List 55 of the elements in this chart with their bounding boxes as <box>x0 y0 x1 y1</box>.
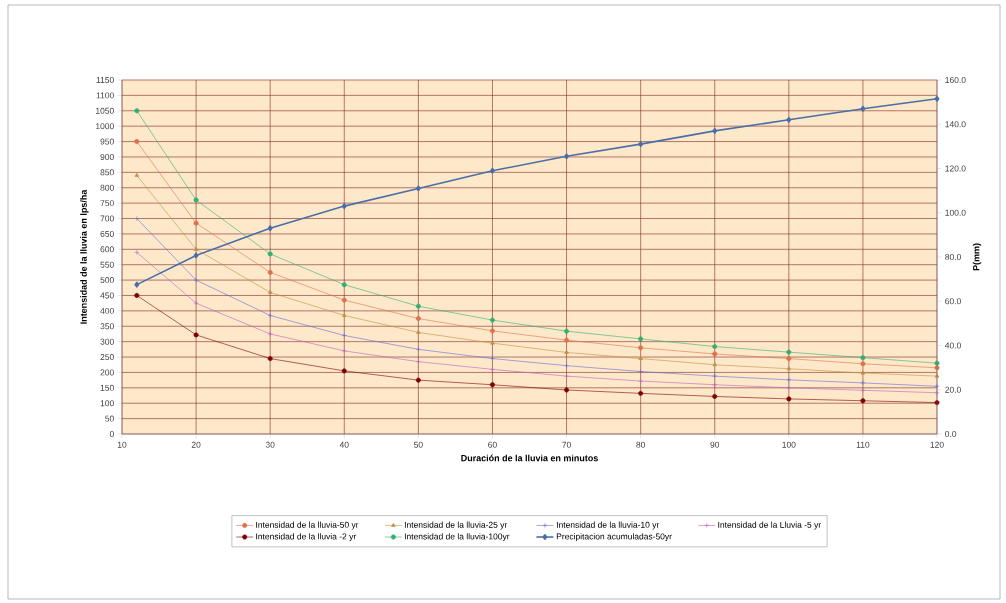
legend-label: Intensidad de la lluvia-25 yr <box>404 521 508 530</box>
x-tick-label: 70 <box>562 441 571 448</box>
x-tick-label: 80 <box>636 441 646 448</box>
x-axis-title: Duración de la lluvia en minutos <box>461 454 598 462</box>
legend-label: Intensidad de la lluvia-10 yr <box>556 521 660 530</box>
y-tick-label: 1100 <box>96 92 114 99</box>
y-tick-label: 100 <box>100 400 114 407</box>
y-tick-label: 1000 <box>96 123 114 130</box>
y-tick-label: 650 <box>100 230 114 237</box>
y-tick-label: 500 <box>100 277 114 284</box>
y-tick-label: 150 <box>100 384 114 391</box>
y-tick-label: 250 <box>100 354 114 361</box>
y2-tick-label: 20.0 <box>945 386 961 393</box>
y-tick-label: 300 <box>100 338 114 345</box>
y-tick-label: 50 <box>105 415 114 422</box>
y-tick-label: 1050 <box>96 107 114 114</box>
y2-tick-label: 100.0 <box>945 209 966 216</box>
legend-label: Intensidad de la lluvia-100yr <box>404 533 510 542</box>
legend-label: Intensidad de la lluvia -2 yr <box>256 533 357 542</box>
y-tick-label: 950 <box>100 138 114 145</box>
x-tick-label: 120 <box>930 441 944 448</box>
x-tick-label: 40 <box>339 441 349 448</box>
x-tick-label: 10 <box>117 441 127 448</box>
y-axis-title: Intensidad de la lluvia en lps/ha <box>80 189 89 324</box>
y-tick-label: 0 <box>109 431 114 437</box>
x-tick-label: 50 <box>414 441 423 448</box>
x-tick-label: 60 <box>488 441 497 448</box>
y-tick-label: 200 <box>100 369 114 376</box>
y2-tick-label: 160.0 <box>945 77 966 83</box>
x-tick-label: 30 <box>265 441 275 448</box>
y2-tick-label: 120.0 <box>945 165 966 172</box>
legend-label: Precipitacion acumuladas-50yr <box>556 533 672 542</box>
y-tick-label: 450 <box>100 292 114 299</box>
y2-tick-label: 80.0 <box>945 254 961 260</box>
y-tick-label: 600 <box>100 246 114 253</box>
x-tick-label: 20 <box>191 441 201 448</box>
y-tick-label: 850 <box>100 169 114 176</box>
y-tick-label: 900 <box>100 153 114 160</box>
legend-label: Intensidad de la lluvia-50 yr <box>256 521 359 530</box>
legend-label: Intensidad de la Lluvia -5 yr <box>718 521 821 530</box>
x-tick-label: 100 <box>782 441 796 448</box>
y-tick-label: 350 <box>100 323 114 330</box>
x-tick-label: 90 <box>710 441 720 448</box>
y2-tick-label: 140.0 <box>945 121 966 128</box>
y-tick-label: 700 <box>100 215 114 222</box>
y-tick-label: 400 <box>100 307 114 314</box>
y-tick-label: 800 <box>100 184 114 191</box>
y-tick-label: 550 <box>100 261 114 268</box>
y2-axis-title: P(mm) <box>972 243 982 271</box>
y-tick-label: 1150 <box>96 77 114 83</box>
y2-tick-label: 60.0 <box>945 298 961 305</box>
y2-tick-label: 40.0 <box>944 342 961 349</box>
x-tick-label: 110 <box>856 441 870 448</box>
y2-tick-label: 0.0 <box>945 431 957 437</box>
y-tick-label: 750 <box>100 200 114 207</box>
